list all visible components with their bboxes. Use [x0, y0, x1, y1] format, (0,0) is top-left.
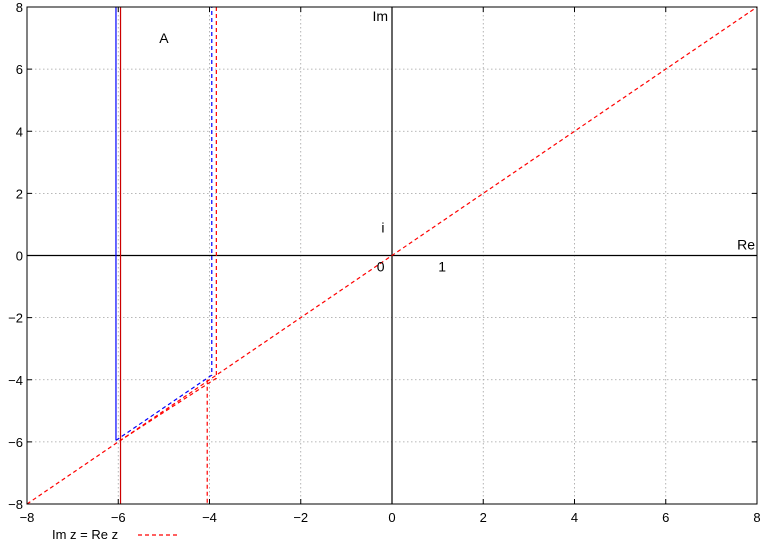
series-line-4 — [115, 7, 213, 441]
legend: Im z = Re z — [52, 527, 178, 542]
annotations: Re Im A 0 1 i — [159, 8, 755, 274]
x-tick-label: −4 — [202, 510, 217, 525]
series-line-5 — [120, 7, 217, 441]
y-tick-label: 4 — [16, 124, 23, 139]
real-axis-label: Re — [737, 237, 755, 253]
origin-label: 0 — [377, 258, 385, 274]
x-tick-label: 8 — [753, 510, 760, 525]
tick-labels: −8 −6 −4 −2 0 2 4 6 8 −8 −6 −4 −2 0 2 4 6 8 — [8, 0, 760, 525]
series-layer — [26, 6, 758, 505]
region-label-a: A — [159, 30, 169, 46]
x-tick-label: −2 — [293, 510, 308, 525]
x-tick-label: −6 — [111, 510, 126, 525]
y-tick-label: −4 — [8, 373, 23, 388]
x-tick-label: −8 — [20, 510, 35, 525]
series-line-1 — [26, 6, 758, 505]
y-tick-label: 2 — [16, 186, 23, 201]
x-tick-label: 2 — [480, 510, 487, 525]
y-tick-label: 8 — [16, 0, 23, 15]
imag-axis-label: Im — [372, 8, 388, 24]
x-tick-label: 4 — [571, 510, 578, 525]
y-tick-label: 6 — [16, 62, 23, 77]
unit-label-one: 1 — [438, 258, 446, 274]
y-tick-label: −6 — [8, 435, 23, 450]
y-tick-label: −8 — [8, 497, 23, 512]
y-tick-label: 0 — [16, 249, 23, 264]
x-tick-label: 0 — [388, 510, 395, 525]
legend-label: Im z = Re z — [52, 527, 118, 542]
x-tick-label: 6 — [662, 510, 669, 525]
y-tick-label: −2 — [8, 311, 23, 326]
imaginary-unit-label: i — [381, 220, 384, 236]
